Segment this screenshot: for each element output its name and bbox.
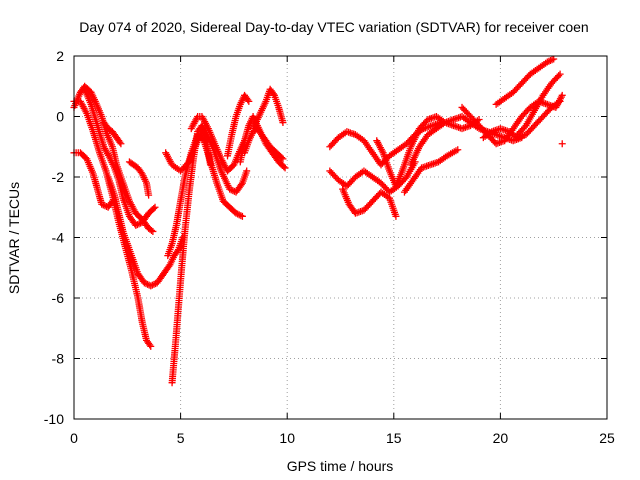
data-point <box>232 209 240 217</box>
data-point <box>146 341 154 349</box>
data-point <box>278 154 286 162</box>
data-point <box>555 72 563 80</box>
data-point <box>140 279 148 287</box>
data-point <box>144 280 152 288</box>
y-axis-label: SDTVAR / TECUs <box>6 182 22 294</box>
data-point <box>147 282 155 290</box>
data-point <box>151 203 159 211</box>
data-point <box>237 181 245 189</box>
x-axis-label: GPS time / hours <box>287 458 394 474</box>
data-point <box>454 146 462 154</box>
y-tick-label: -10 <box>44 411 64 427</box>
data-point <box>132 221 140 229</box>
data-point <box>545 57 553 65</box>
data-point <box>543 58 551 66</box>
x-tick-label: 15 <box>386 430 402 446</box>
data-point <box>147 226 155 234</box>
data-point <box>116 138 124 146</box>
x-tick-label: 5 <box>177 430 185 446</box>
data-point <box>235 211 243 219</box>
data-point <box>145 191 153 199</box>
data-point <box>147 342 155 350</box>
data-point <box>133 221 141 229</box>
data-point <box>550 55 558 63</box>
data-point <box>150 204 158 212</box>
y-tick-label: -2 <box>52 169 65 185</box>
data-point <box>237 212 245 220</box>
data-point <box>558 140 566 148</box>
y-tick-label: -8 <box>52 351 65 367</box>
data-points <box>70 55 566 387</box>
data-point <box>281 164 289 172</box>
x-tick-label: 25 <box>599 430 615 446</box>
data-point <box>392 212 400 220</box>
data-point <box>245 97 253 105</box>
data-point <box>150 280 158 288</box>
data-point <box>148 281 156 289</box>
data-point <box>280 163 288 171</box>
x-tick-label: 0 <box>70 430 78 446</box>
x-tick-label: 10 <box>279 430 295 446</box>
data-point <box>547 57 555 65</box>
y-tick-label: -4 <box>52 230 65 246</box>
axis-ticks: 0 5 10 15 20 25 -10 -8 -6 -4 -2 0 2 <box>44 48 615 446</box>
data-point <box>142 280 150 288</box>
data-point <box>135 220 143 228</box>
data-point <box>99 201 107 209</box>
y-tick-label: -6 <box>52 290 65 306</box>
data-point <box>558 91 566 99</box>
data-point <box>234 210 242 218</box>
data-point <box>226 185 234 193</box>
data-point <box>227 186 235 194</box>
data-point <box>238 212 246 220</box>
data-point <box>243 167 251 175</box>
chart-title: Day 074 of 2020, Sidereal Day-to-day VTE… <box>79 19 588 35</box>
data-point <box>556 97 564 105</box>
data-point <box>279 155 287 163</box>
data-point <box>556 70 564 78</box>
data-point <box>279 119 287 127</box>
grid-lines <box>74 56 607 419</box>
x-tick-label: 20 <box>493 430 509 446</box>
data-point <box>244 96 252 104</box>
y-tick-label: 2 <box>56 48 64 64</box>
data-point <box>269 90 277 98</box>
y-tick-label: 0 <box>56 109 64 125</box>
data-point <box>548 56 556 64</box>
data-point <box>117 140 125 148</box>
data-point <box>98 200 106 208</box>
data-point <box>149 227 157 235</box>
